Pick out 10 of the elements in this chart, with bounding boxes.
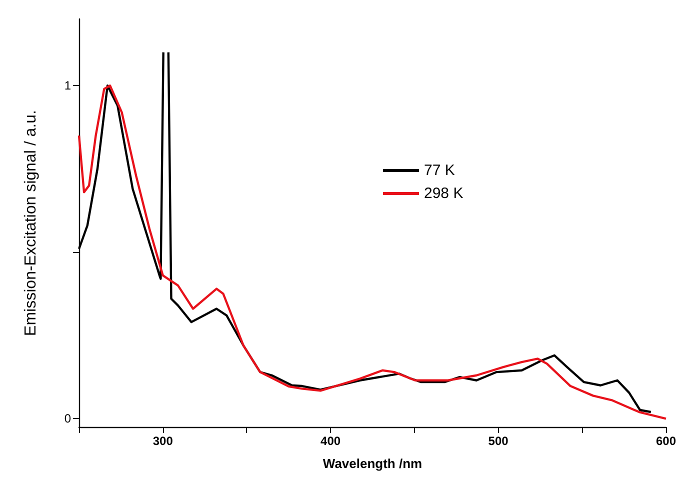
x-tick-label: 600 <box>656 434 676 448</box>
y-axis-title: Emission-Excitation signal / a.u. <box>22 110 40 336</box>
y-tick-label: 0 <box>64 412 72 426</box>
legend-label: 298 K <box>424 185 464 202</box>
x-tick-label: 500 <box>488 434 509 448</box>
x-tick-label: 300 <box>152 434 174 448</box>
legend-label: 77 K <box>424 162 455 179</box>
y-tick-label: 1 <box>64 78 72 93</box>
x-axis-title: Wavelength /nm <box>322 456 422 471</box>
x-tick-label: 400 <box>320 434 341 448</box>
